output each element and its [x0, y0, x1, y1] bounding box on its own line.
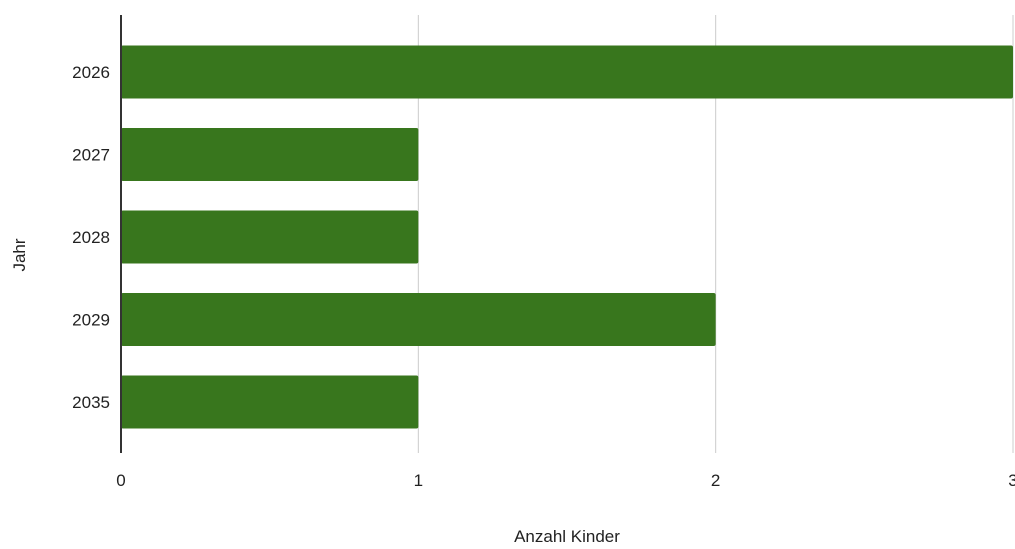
bar-2026 — [121, 45, 1013, 99]
x-tick-label: 2 — [711, 471, 720, 490]
bar-2027 — [121, 128, 419, 181]
x-tick-label: 3 — [1008, 471, 1015, 490]
labels: 0 1 2 3 2026 2027 2028 2029 2035 — [72, 63, 1015, 490]
bar-2029 — [121, 293, 716, 346]
x-tick-label: 0 — [116, 471, 125, 490]
bars — [121, 45, 1013, 429]
y-tick-label: 2028 — [72, 228, 110, 247]
y-tick-label: 2029 — [72, 311, 110, 330]
y-axis-title: Jahr — [10, 238, 29, 271]
bar-2035 — [121, 375, 419, 429]
y-tick-label: 2035 — [72, 393, 110, 412]
x-axis-title: Anzahl Kinder — [514, 527, 620, 544]
bar-2028 — [121, 210, 419, 264]
y-tick-label: 2026 — [72, 63, 110, 82]
y-tick-label: 2027 — [72, 146, 110, 165]
x-tick-label: 1 — [414, 471, 423, 490]
